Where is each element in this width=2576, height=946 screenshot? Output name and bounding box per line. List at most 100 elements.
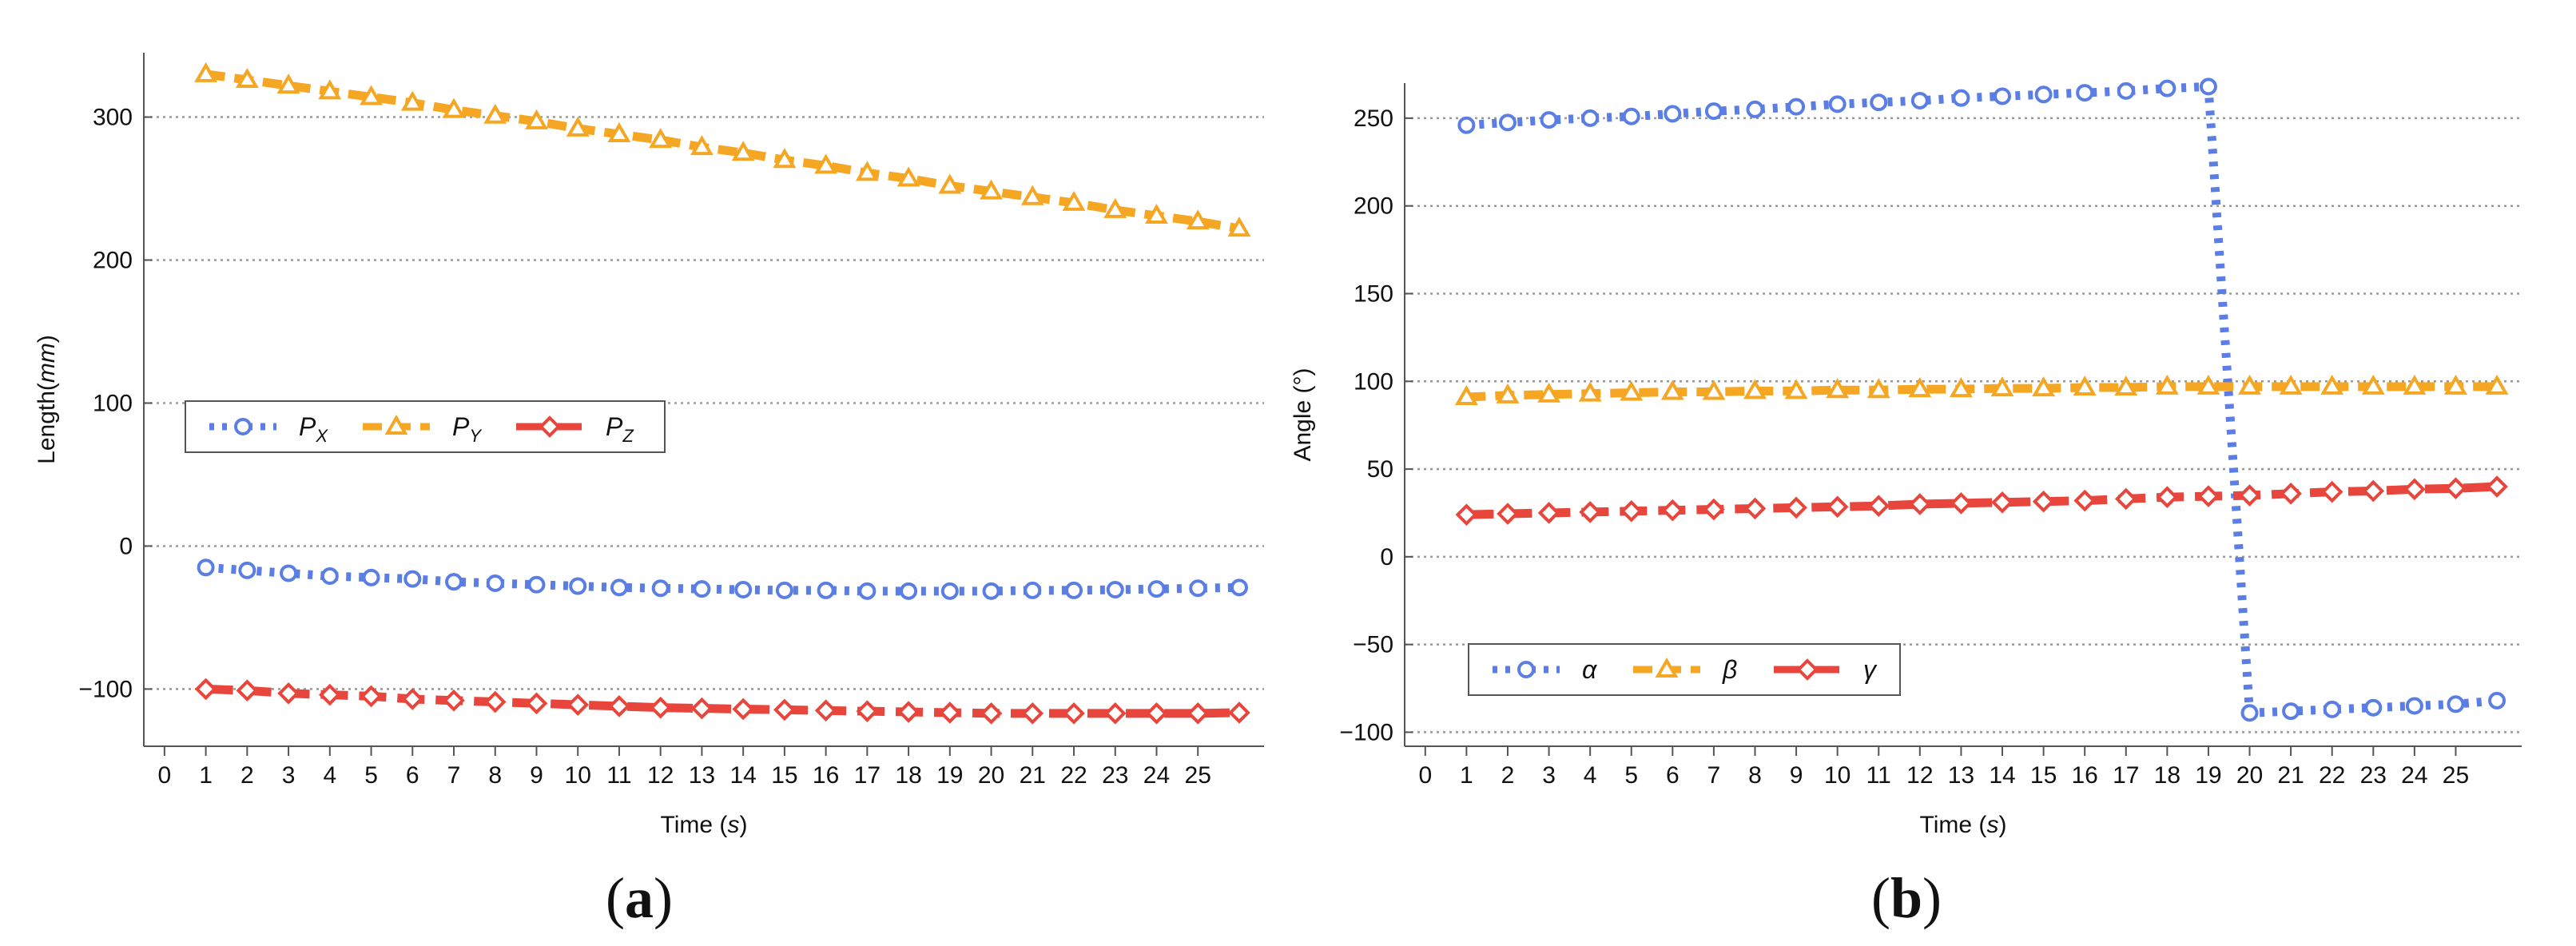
data-point-triangle bbox=[1784, 379, 1808, 399]
data-point-circle bbox=[940, 582, 959, 600]
x-tick-label: 25 bbox=[2443, 762, 2469, 789]
data-point-circle bbox=[2282, 702, 2300, 721]
data-point-diamond bbox=[2156, 486, 2179, 509]
data-point-diamond bbox=[980, 702, 1003, 725]
data-point-triangle bbox=[2403, 374, 2427, 395]
x-axis-label-unit: s bbox=[727, 812, 739, 838]
data-point-triangle bbox=[1826, 378, 1850, 399]
data-point-triangle bbox=[525, 109, 548, 129]
x-tick-label: 21 bbox=[1020, 762, 1046, 789]
data-point-circle bbox=[486, 574, 504, 592]
x-tick-label: 25 bbox=[1185, 762, 1211, 789]
data-point-diamond bbox=[443, 689, 465, 712]
x-tick-label: 19 bbox=[936, 762, 963, 789]
data-point-diamond bbox=[938, 702, 961, 724]
x-tick-label: 3 bbox=[1542, 762, 1556, 789]
data-point-circle bbox=[2488, 691, 2506, 710]
data-point-diamond bbox=[2320, 480, 2343, 503]
x-tick-label: 10 bbox=[565, 762, 591, 789]
y-axis-label: Length(mm) bbox=[34, 335, 60, 464]
legend-swatch-triangle bbox=[384, 415, 408, 435]
x-tick-label: 8 bbox=[1748, 762, 1762, 789]
data-point-triangle bbox=[1743, 379, 1767, 399]
data-point-circle bbox=[734, 581, 753, 599]
data-point-circle bbox=[362, 568, 380, 586]
data-point-circle bbox=[651, 579, 670, 598]
legend-label: β bbox=[1722, 655, 1737, 684]
data-point-diamond bbox=[566, 694, 590, 716]
data-point-circle bbox=[197, 558, 215, 577]
data-point-diamond bbox=[277, 682, 300, 705]
legend-swatch-diamond bbox=[539, 415, 561, 438]
x-tick-label: 20 bbox=[978, 762, 1004, 789]
data-point-triangle bbox=[980, 179, 1004, 200]
x-tick-label: 24 bbox=[2401, 762, 2427, 789]
data-point-triangle bbox=[235, 68, 259, 89]
data-point-triangle bbox=[1620, 380, 1644, 401]
data-point-diamond bbox=[1497, 503, 1519, 525]
data-point-diamond bbox=[483, 690, 507, 713]
data-point-triangle bbox=[2238, 374, 2261, 395]
data-point-circle bbox=[610, 578, 628, 597]
data-point-triangle bbox=[1702, 380, 1726, 400]
y-tick-label: 0 bbox=[119, 533, 133, 559]
data-point-diamond bbox=[897, 701, 920, 723]
data-point-triangle bbox=[814, 153, 838, 174]
data-point-circle bbox=[445, 573, 463, 591]
y-axis-label: Angle (°) bbox=[1290, 368, 1316, 461]
data-point-triangle bbox=[318, 79, 342, 100]
x-tick-label: 17 bbox=[2113, 762, 2139, 789]
panel-label-paren: ) bbox=[654, 866, 673, 930]
data-point-circle bbox=[1622, 107, 1640, 125]
x-tick-label: 16 bbox=[813, 762, 839, 789]
legend-label-subscript: Z bbox=[622, 426, 634, 446]
legend-label: PX bbox=[299, 412, 328, 446]
data-point-diamond bbox=[1743, 497, 1767, 520]
data-point-circle bbox=[1024, 581, 1042, 599]
data-point-diamond bbox=[1620, 499, 1643, 523]
data-point-diamond bbox=[1826, 495, 1849, 519]
data-point-triangle bbox=[2196, 374, 2220, 395]
data-point-triangle bbox=[773, 148, 797, 169]
data-point-triangle bbox=[360, 85, 384, 105]
x-tick-label: 7 bbox=[447, 762, 461, 789]
data-point-triangle bbox=[1227, 217, 1251, 237]
legend-label-name: P bbox=[452, 412, 470, 441]
legend: PX PY PZ bbox=[185, 400, 666, 453]
y-tick-label: 200 bbox=[1354, 193, 1393, 220]
data-point-diamond bbox=[236, 679, 259, 702]
data-point-circle bbox=[569, 577, 587, 595]
data-point-diamond bbox=[194, 678, 217, 701]
data-point-circle bbox=[693, 580, 711, 598]
data-point-circle bbox=[1457, 116, 1476, 134]
data-point-triangle bbox=[1537, 382, 1561, 403]
data-point-triangle bbox=[1496, 383, 1520, 403]
x-tick-label: 19 bbox=[2195, 762, 2221, 789]
x-tick-label: 2 bbox=[241, 762, 254, 789]
data-point-circle bbox=[1664, 105, 1682, 123]
data-point-triangle bbox=[1866, 378, 1890, 399]
data-point-diamond bbox=[690, 697, 714, 720]
x-tick-label: 1 bbox=[199, 762, 213, 789]
data-point-triangle bbox=[1908, 377, 1932, 398]
data-point-diamond bbox=[2280, 482, 2302, 505]
data-point-triangle bbox=[1454, 385, 1478, 406]
data-point-circle bbox=[2199, 78, 2217, 96]
data-point-triangle bbox=[1578, 381, 1602, 402]
x-tick-label: 5 bbox=[364, 762, 378, 789]
data-point-triangle bbox=[607, 122, 631, 143]
legend-label: α bbox=[1582, 655, 1597, 684]
data-point-diamond bbox=[1909, 493, 1931, 515]
data-point-triangle bbox=[1145, 204, 1168, 225]
data-point-triangle bbox=[2073, 375, 2097, 395]
x-tick-label: 13 bbox=[1948, 762, 1974, 789]
y-tick-label: −50 bbox=[1353, 632, 1393, 658]
data-point-triangle bbox=[938, 173, 962, 194]
data-point-circle bbox=[2034, 85, 2053, 104]
series-b-3 bbox=[1455, 475, 2508, 526]
series-b-2 bbox=[1454, 374, 2509, 406]
x-tick-label: 18 bbox=[895, 762, 921, 789]
legend-label: PZ bbox=[606, 412, 634, 446]
